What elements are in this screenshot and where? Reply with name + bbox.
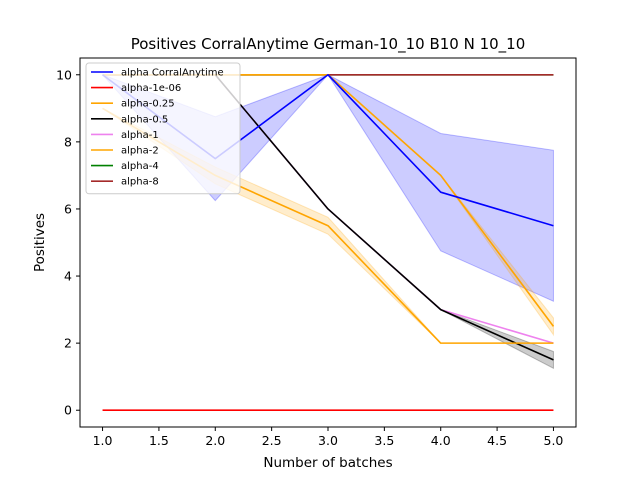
x-tick-label: 2.5 xyxy=(262,433,282,448)
y-tick-label: 10 xyxy=(56,67,72,82)
legend-label: alpha-0.25 xyxy=(121,99,175,110)
x-axis: 1.0 1.5 2.0 2.5 3.0 3.5 4.0 4.5 5.0 xyxy=(93,427,564,448)
legend: alpha CorralAnytime alpha-1e-06 alpha-0.25… xyxy=(85,62,241,195)
x-tick-label: 5.0 xyxy=(544,433,564,448)
y-axis: 0 2 4 6 8 10 xyxy=(56,67,80,418)
y-tick-label: 0 xyxy=(64,403,72,418)
legend-label: alpha-2 xyxy=(121,146,159,157)
legend-label: alpha-1 xyxy=(121,130,159,141)
legend-label: alpha-0.5 xyxy=(121,114,168,125)
y-tick-label: 6 xyxy=(64,201,72,216)
x-tick-label: 4.0 xyxy=(431,433,451,448)
y-axis-label: Positives xyxy=(32,213,48,272)
legend-box xyxy=(85,62,241,195)
x-tick-label: 3.5 xyxy=(374,433,394,448)
y-tick-label: 4 xyxy=(64,269,72,284)
legend-label: alpha CorralAnytime xyxy=(121,68,224,79)
x-tick-label: 2.0 xyxy=(205,433,225,448)
y-tick-label: 8 xyxy=(64,134,72,149)
chart-title: Positives CorralAnytime German-10_10 B10… xyxy=(131,35,526,54)
x-tick-label: 4.5 xyxy=(487,433,507,448)
x-axis-label: Number of batches xyxy=(263,455,392,471)
x-tick-label: 1.5 xyxy=(149,433,169,448)
x-tick-label: 3.0 xyxy=(318,433,338,448)
x-tick-label: 1.0 xyxy=(93,433,113,448)
legend-label: alpha-1e-06 xyxy=(121,83,181,94)
y-tick-label: 2 xyxy=(64,336,72,351)
legend-label: alpha-4 xyxy=(121,161,159,172)
legend-label: alpha-8 xyxy=(121,177,159,188)
